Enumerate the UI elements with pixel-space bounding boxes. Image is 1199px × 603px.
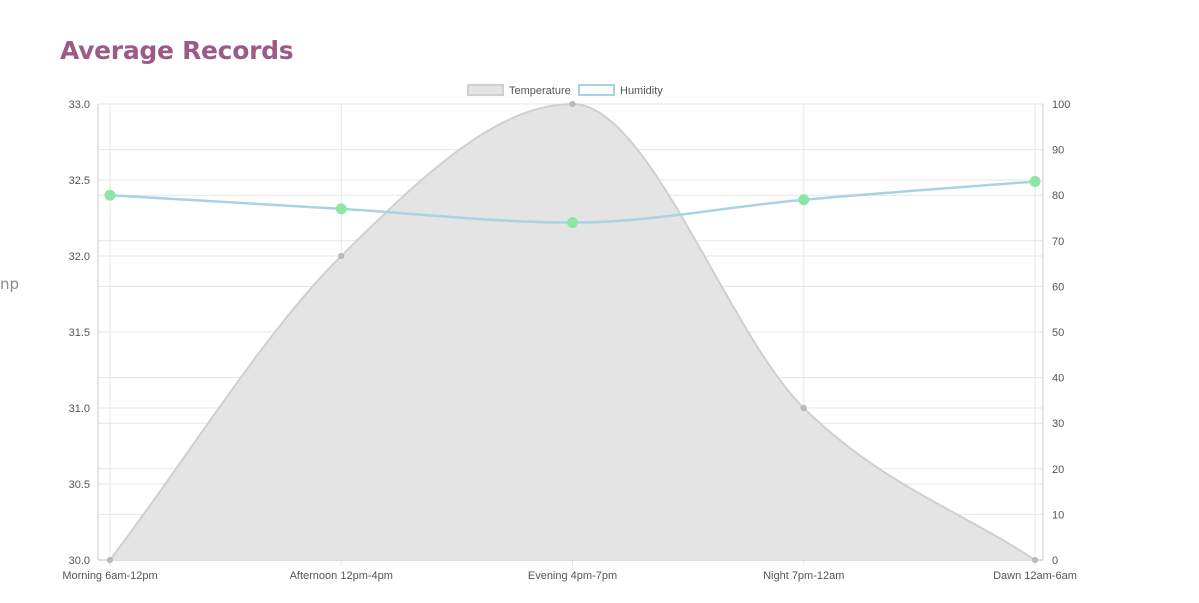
left-axis-tick-label: 32.5 xyxy=(69,175,90,187)
right-axis-tick-label: 70 xyxy=(1052,236,1064,248)
right-axis-tick-label: 90 xyxy=(1052,145,1064,157)
legend-label-humidity: Humidity xyxy=(620,85,663,97)
left-axis-tick-label: 33.0 xyxy=(69,99,90,111)
humidity-point xyxy=(335,203,347,215)
right-axis-tick-label: 10 xyxy=(1052,509,1064,521)
legend-swatch-temperature xyxy=(467,84,504,96)
temperature-point xyxy=(338,253,345,259)
temperature-point xyxy=(800,405,807,411)
humidity-point xyxy=(1029,176,1041,188)
right-axis-tick-label: 30 xyxy=(1052,418,1064,430)
temperature-area-fill xyxy=(110,104,1035,560)
page-title: Average Records xyxy=(60,36,294,65)
left-axis-tick-label: 32.0 xyxy=(69,251,90,263)
right-axis-tick-label: 20 xyxy=(1052,464,1064,476)
temperature-point xyxy=(569,101,576,107)
legend-label-temperature: Temperature xyxy=(509,85,571,97)
x-axis-category-label: Night 7pm-12am xyxy=(763,570,844,582)
left-axis-tick-label: 30.5 xyxy=(69,479,90,491)
right-axis-tick-label: 50 xyxy=(1052,327,1064,339)
x-axis-category-label: Evening 4pm-7pm xyxy=(528,570,617,582)
temperature-point xyxy=(107,557,113,563)
legend-swatch-humidity xyxy=(578,84,615,96)
humidity-point xyxy=(567,217,578,229)
right-axis-tick-label: 0 xyxy=(1052,555,1058,567)
right-axis-tick-label: 40 xyxy=(1052,373,1064,385)
x-axis-category-label: Morning 6am-12pm xyxy=(62,570,157,582)
humidity-point xyxy=(104,189,116,201)
left-axis-tick-label: 31.5 xyxy=(69,327,90,339)
x-axis-category-label: Dawn 12am-6am xyxy=(993,570,1077,582)
x-axis-category-label: Afternoon 12pm-4pm xyxy=(290,570,393,582)
humidity-point xyxy=(798,194,810,206)
temperature-point xyxy=(1032,557,1038,563)
left-axis-tick-label: 31.0 xyxy=(69,403,90,415)
right-axis-tick-label: 60 xyxy=(1052,281,1064,293)
cut-off-sidebar-text: np xyxy=(0,275,20,293)
right-axis-tick-label: 80 xyxy=(1052,190,1064,202)
left-axis-tick-label: 30.0 xyxy=(69,555,90,567)
right-axis-tick-label: 100 xyxy=(1052,99,1070,111)
